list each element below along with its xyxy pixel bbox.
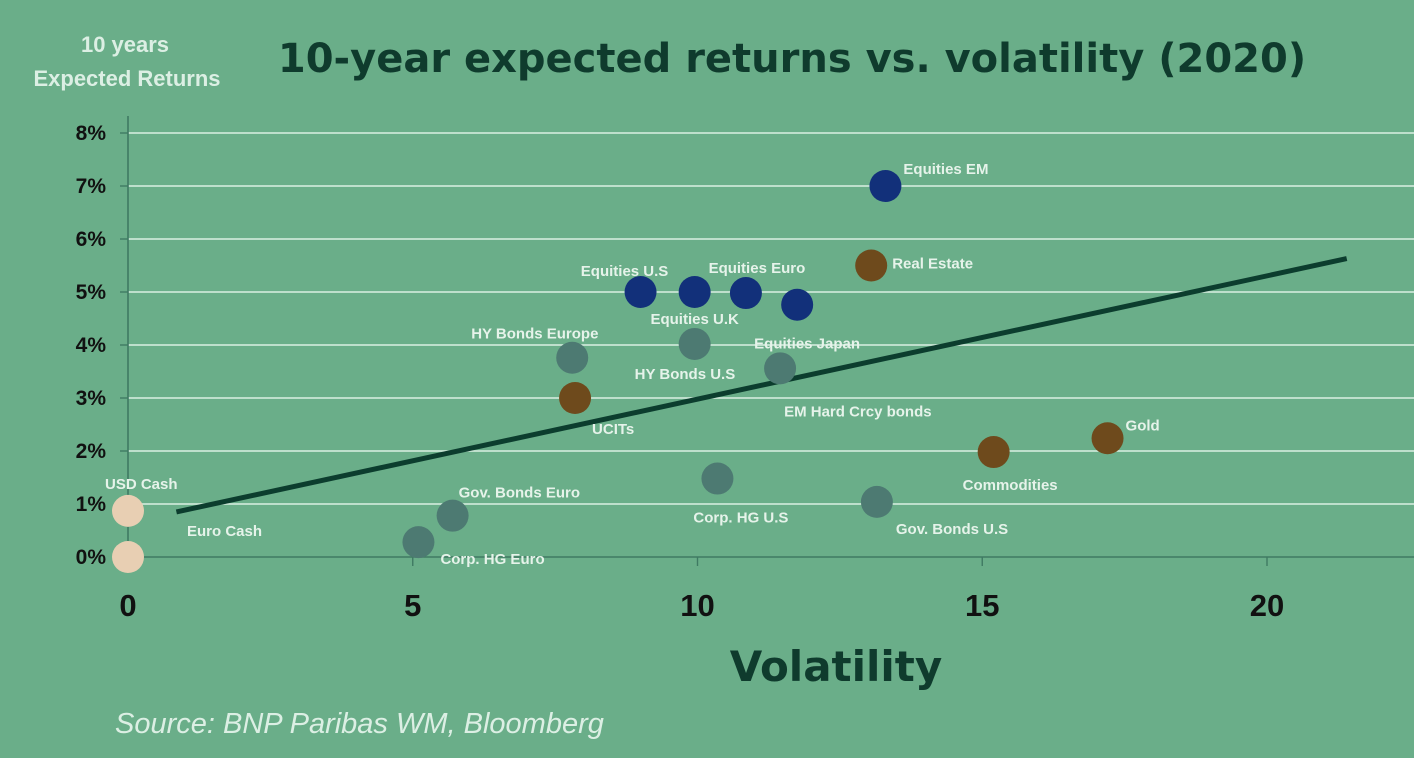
- y-tick-label-5: 5%: [76, 281, 107, 304]
- point-real-estate: [855, 249, 888, 282]
- point-label-equities-euro: Equities Euro: [709, 260, 806, 277]
- y-axis-title-line1: 10 years: [81, 32, 169, 57]
- point-equities-em: [869, 170, 902, 202]
- point-label-em-hard-crcy-bonds: EM Hard Crcy bonds: [784, 403, 932, 420]
- point-gov-bonds-euro: [436, 499, 469, 532]
- grid-lines: [128, 132, 1414, 505]
- point-labels: Equities EM Equities U.S Equities U.K Equit…: [105, 161, 1160, 568]
- y-tick-label-1: 1%: [76, 493, 107, 516]
- point-label-hy-bonds-u-s: HY Bonds U.S: [635, 366, 736, 383]
- y-tick-label-4: 4%: [76, 334, 107, 357]
- y-axis-title-line2: Expected Returns: [33, 66, 220, 91]
- point-label-gov-bonds-euro: Gov. Bonds Euro: [459, 485, 580, 502]
- point-ucits: [559, 382, 592, 414]
- y-tick-label-3: 3%: [76, 387, 107, 410]
- point-equities-u-k: [678, 276, 711, 308]
- y-tick-label-7: 7%: [76, 175, 107, 198]
- point-equities-japan: [781, 288, 814, 321]
- x-tick-label-1: 5: [404, 588, 421, 623]
- y-tick-label-0: 0%: [76, 546, 107, 569]
- y-tick-label-2: 2%: [76, 440, 107, 463]
- point-usd-cash: [112, 494, 144, 527]
- trend-line: [175, 256, 1348, 515]
- point-gov-bonds-u-s: [860, 485, 893, 518]
- point-label-corp-hg-u-s: Corp. HG U.S: [693, 510, 788, 527]
- point-label-ucits: UCITs: [592, 421, 634, 438]
- x-tick-label-2: 10: [680, 588, 714, 623]
- point-label-euro-cash: Euro Cash: [187, 523, 262, 540]
- point-label-equities-u-s: Equities U.S: [581, 263, 669, 280]
- y-tick-labels: 0% 1% 2% 3% 4% 5% 6% 7% 8%: [76, 122, 128, 569]
- point-label-equities-em: Equities EM: [903, 161, 988, 178]
- point-commodities: [977, 436, 1010, 469]
- point-equities-euro: [729, 277, 762, 310]
- point-label-gold: Gold: [1126, 417, 1160, 434]
- point-label-equities-japan: Equities Japan: [754, 336, 860, 353]
- point-label-equities-u-k: Equities U.K: [650, 311, 739, 328]
- point-label-corp-hg-euro: Corp. HG Euro: [440, 551, 544, 568]
- x-tick-label-4: 20: [1250, 588, 1284, 623]
- point-corp-hg-u-s: [701, 462, 734, 495]
- point-label-gov-bonds-u-s: Gov. Bonds U.S: [896, 521, 1008, 538]
- point-label-usd-cash: USD Cash: [105, 476, 178, 493]
- x-tick-label-3: 15: [965, 588, 999, 623]
- data-points: [112, 170, 1124, 573]
- source-note: Source: BNP Paribas WM, Bloomberg: [115, 708, 604, 740]
- point-label-hy-bonds-europe: HY Bonds Europe: [471, 326, 598, 343]
- point-equities-u-s: [624, 276, 657, 308]
- point-hy-bonds-u-s: [678, 327, 711, 360]
- point-gold: [1091, 422, 1124, 455]
- chart-title: 10-year expected returns vs. volatility …: [278, 36, 1306, 82]
- x-tick-label-0: 0: [119, 588, 136, 623]
- point-label-commodities: Commodities: [963, 477, 1058, 494]
- point-corp-hg-euro: [402, 526, 435, 559]
- y-tick-label-8: 8%: [76, 122, 107, 145]
- y-tick-label-6: 6%: [76, 228, 107, 251]
- point-hy-bonds-europe: [556, 341, 589, 374]
- point-label-real-estate: Real Estate: [892, 256, 973, 273]
- x-tick-labels: 0 5 10 15 20: [119, 557, 1284, 623]
- x-axis-title: Volatility: [730, 642, 943, 691]
- point-em-hard-crcy-bonds: [764, 352, 797, 385]
- point-euro-cash: [112, 541, 144, 573]
